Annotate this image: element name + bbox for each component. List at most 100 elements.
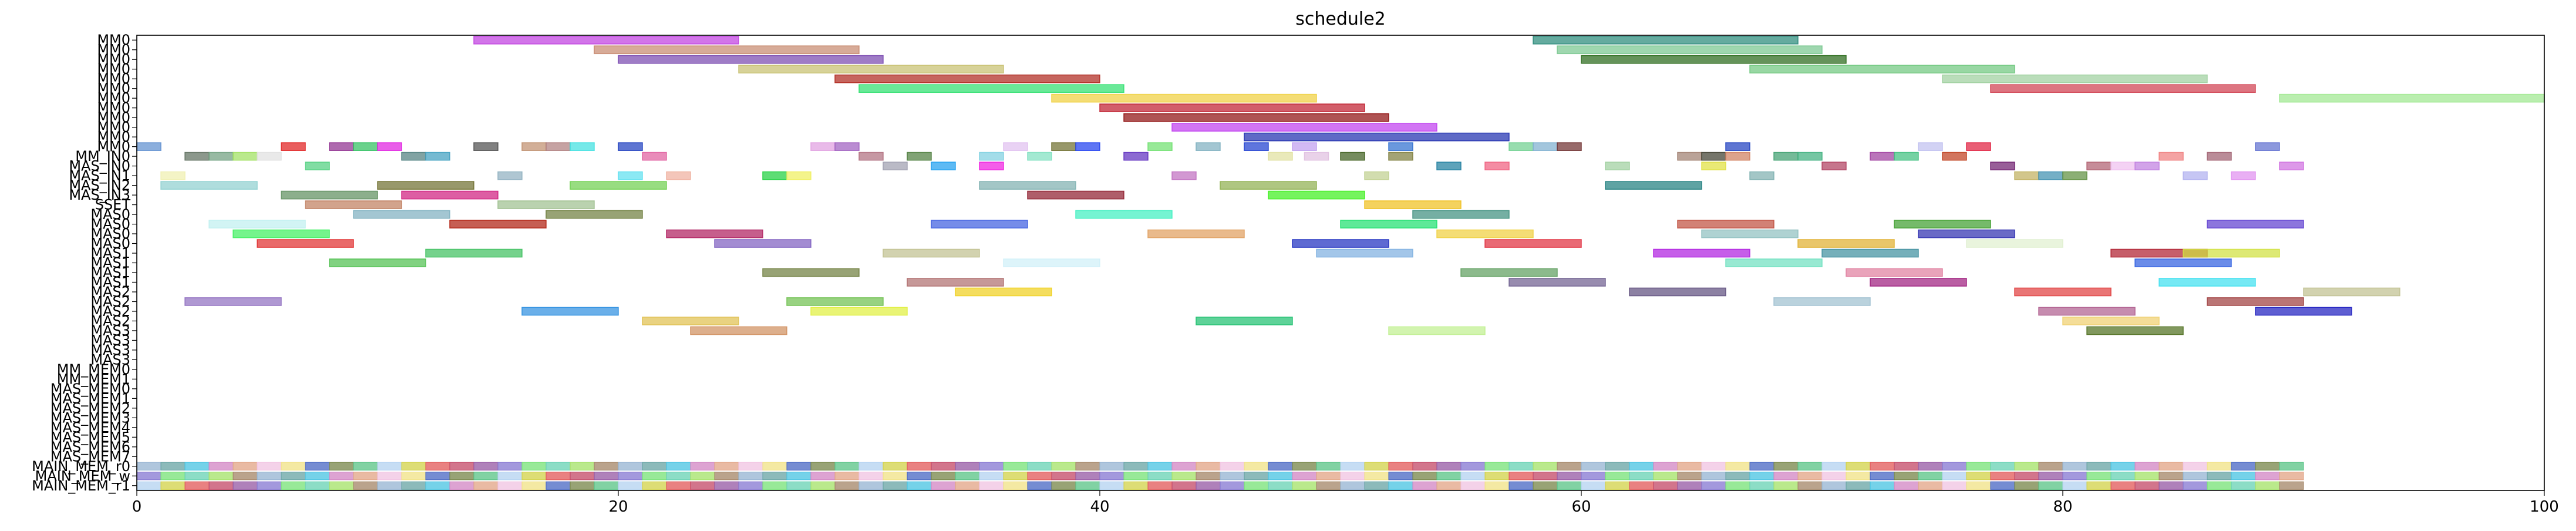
memory-tile	[1677, 481, 1702, 490]
memory-tile	[714, 472, 739, 480]
memory-tile	[2086, 472, 2112, 480]
schedule-bar	[1051, 142, 1076, 151]
memory-tile	[353, 472, 378, 480]
memory-tile	[2086, 462, 2112, 470]
memory-tile	[1484, 481, 1510, 490]
memory-tile	[2159, 472, 2184, 480]
memory-tile	[1027, 462, 1052, 470]
memory-tile	[1364, 462, 1389, 470]
memory-tile	[1244, 462, 1269, 470]
schedule-bar	[1484, 239, 1582, 248]
schedule-bar	[1075, 210, 1173, 219]
schedule-bar	[1605, 181, 1702, 190]
memory-tile	[594, 472, 619, 480]
schedule-bar	[1027, 190, 1124, 200]
schedule-bar	[1870, 152, 1895, 161]
schedule-bar	[1003, 142, 1028, 151]
schedule-bar	[1966, 239, 2063, 248]
memory-tile	[401, 481, 426, 490]
x-tick-label: 20	[608, 498, 628, 516]
schedule-bar	[329, 142, 354, 151]
schedule-bar	[2062, 317, 2160, 325]
schedule-bar	[594, 45, 860, 55]
memory-tile	[1725, 462, 1750, 470]
memory-tile	[2038, 462, 2063, 470]
memory-tile	[2279, 472, 2304, 480]
y-tick-label: MAS3	[90, 351, 130, 368]
schedule-bar	[1990, 162, 2015, 170]
schedule-bar	[233, 229, 330, 238]
schedule-bar	[2207, 297, 2304, 306]
y-tick-label: MM0	[97, 109, 130, 126]
memory-tile	[377, 462, 402, 470]
schedule-bar	[810, 307, 908, 316]
memory-tile	[1677, 462, 1702, 470]
schedule-bar	[353, 210, 450, 219]
memory-tile	[786, 462, 811, 470]
memory-tile	[233, 472, 258, 480]
memory-tile	[2134, 472, 2160, 480]
memory-tile	[1171, 481, 1197, 490]
schedule-bar	[497, 200, 595, 209]
schedule-bar	[2183, 171, 2208, 180]
y-tick-label: MAS_IN0	[69, 158, 130, 174]
schedule-bar	[281, 190, 378, 200]
memory-tile	[401, 472, 426, 480]
schedule-bar	[762, 171, 787, 180]
schedule-bar	[449, 220, 547, 228]
memory-tile	[883, 472, 908, 480]
schedule-bar	[160, 181, 258, 190]
memory-tile	[1966, 472, 1991, 480]
memory-tile	[1436, 472, 1462, 480]
memory-tile	[425, 481, 450, 490]
y-tick-label: MM_MEM1	[57, 371, 130, 387]
memory-tile	[2183, 481, 2208, 490]
memory-tile	[883, 462, 908, 470]
y-tick-label: MM0	[97, 119, 130, 136]
memory-tile	[1292, 481, 1317, 490]
memory-tile	[1196, 481, 1221, 490]
schedule-bar	[1171, 171, 1197, 180]
schedule-bar	[858, 84, 1124, 93]
schedule-bar	[401, 152, 426, 161]
schedule-bar	[1147, 229, 1245, 238]
memory-tile	[1340, 462, 1365, 470]
schedule-bar	[136, 142, 161, 151]
schedule-bar	[521, 142, 547, 151]
y-tick-label: MAS_MEM4	[50, 419, 130, 436]
memory-tile	[1436, 481, 1462, 490]
schedule-bar	[1244, 142, 1269, 151]
y-tick-label: MM0	[97, 100, 130, 116]
memory-tile	[2038, 481, 2063, 490]
schedule-bar	[1677, 220, 1774, 228]
memory-tile	[184, 481, 210, 490]
memory-tile	[858, 462, 884, 470]
memory-tile	[907, 462, 932, 470]
schedule-bar	[1340, 220, 1437, 228]
schedule-bar	[257, 239, 354, 248]
schedule-bar	[1701, 152, 1726, 161]
memory-tile	[1364, 481, 1389, 490]
memory-tile	[1773, 481, 1799, 490]
memory-tile	[281, 472, 306, 480]
memory-tile	[2207, 481, 2232, 490]
schedule-bar	[2086, 326, 2184, 335]
schedule-bar	[834, 74, 1100, 83]
memory-tile	[1918, 462, 1943, 470]
memory-tile	[1268, 462, 1293, 470]
schedule-bar	[1533, 142, 1558, 151]
memory-tile	[1244, 472, 1269, 480]
memory-tile	[1942, 462, 1967, 470]
memory-tile	[1846, 481, 1871, 490]
y-tick-label: MAS_IN3	[69, 187, 130, 203]
memory-tile	[160, 462, 186, 470]
memory-tile	[618, 481, 643, 490]
memory-tile	[2231, 472, 2256, 480]
memory-tile	[1316, 472, 1341, 480]
memory-tile	[1147, 462, 1173, 470]
memory-tile	[1484, 462, 1510, 470]
memory-tile	[401, 462, 426, 470]
memory-tile	[545, 462, 571, 470]
schedule-bar	[1123, 113, 1389, 122]
memory-tile	[1725, 481, 1750, 490]
